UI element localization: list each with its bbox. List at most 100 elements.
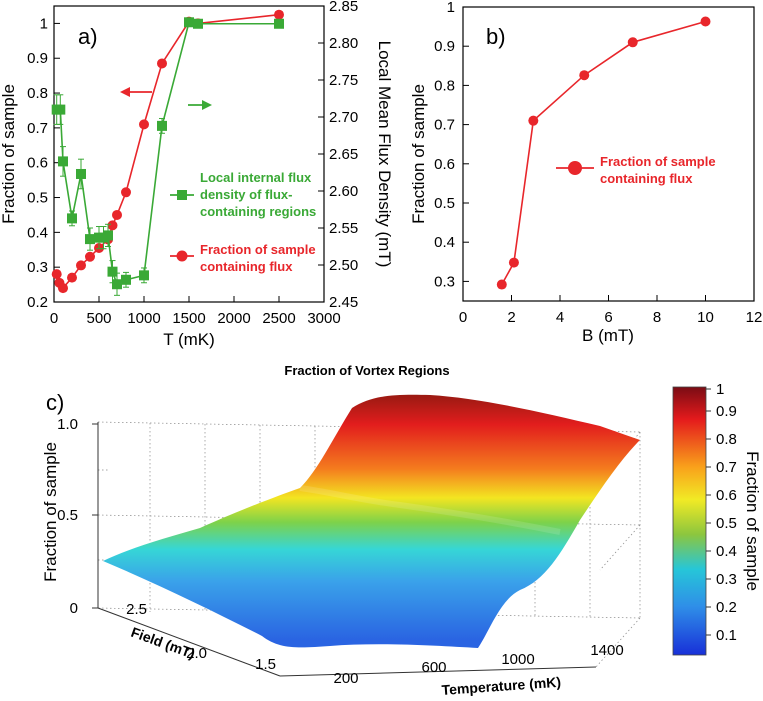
panel-b-y-ticks: 0.3 0.4 0.5 0.6 0.7 0.8 0.9 1	[434, 0, 469, 290]
y-left-tick-label: 0.5	[27, 190, 48, 207]
data-point-circle	[76, 260, 86, 271]
data-point-circle	[528, 115, 539, 126]
x-tick-label: 200	[333, 670, 358, 687]
data-point-circle	[112, 209, 122, 220]
panel-a-series	[51, 9, 284, 296]
panel-c-x-ticks: 200 600 1000 1400	[333, 642, 623, 687]
y-right-tick-label: 2.80	[329, 35, 358, 52]
x-tick-label: 8	[653, 309, 661, 326]
colorbar-tick-label: 0.1	[716, 627, 737, 644]
colorbar-tick-label: 0.2	[716, 599, 737, 616]
data-point-square	[139, 270, 149, 281]
panel-a-y-left-ticks: 0.2 0.3 0.4 0.5 0.6 0.7 0.8 0.9 1	[27, 15, 60, 311]
y-right-tick-label: 2.75	[329, 72, 358, 89]
data-point-square	[103, 230, 113, 241]
y-left-tick-label: 0.9	[27, 50, 48, 67]
data-point-circle	[51, 269, 62, 280]
legend-b-line1: Fraction of sample	[600, 154, 716, 169]
data-point-square	[55, 104, 66, 115]
panel-b-y-label: Fraction of sample	[409, 84, 428, 224]
data-point-square	[67, 213, 77, 224]
x-tick-label: 3000	[307, 310, 340, 327]
panel-c-label: c)	[46, 390, 64, 415]
panel-c-z-label: Fraction of sample	[41, 442, 60, 582]
z-tick-label: 0.5	[57, 507, 78, 524]
x-tick-label: 1400	[590, 642, 623, 659]
panel-c-x-label: Temperature (mK)	[441, 674, 561, 698]
colorbar-tick-label: 0.8	[716, 431, 737, 448]
data-point-circle	[700, 16, 711, 27]
x-tick-label: 10	[697, 309, 714, 326]
panel-a-label: a)	[78, 24, 98, 49]
panel-b-legend: Fraction of sample containing flux	[556, 154, 716, 186]
legend-fraction-line2: containing flux	[200, 259, 293, 274]
panel-a-y-left-label: Fraction of sample	[0, 84, 18, 224]
legend-b-line2: containing flux	[600, 171, 693, 186]
x-tick-label: 500	[86, 310, 111, 327]
y-left-tick-label: 0.7	[27, 120, 48, 137]
x-tick-label: 2000	[217, 310, 250, 327]
y-tick-label: 0.7	[434, 117, 455, 134]
y-right-tick-label: 2.60	[329, 183, 358, 200]
y-tick-label: 0.6	[434, 156, 455, 173]
colorbar-tick-label: 0.9	[716, 403, 737, 420]
y-right-tick-label: 2.50	[329, 257, 358, 274]
colorbar-ticks: 1 0.9 0.8 0.7 0.6 0.5 0.4 0.3 0.2 0.1	[706, 381, 737, 644]
data-point-circle	[67, 272, 77, 283]
y-left-tick-label: 1	[40, 15, 48, 32]
panel-a-x-ticks: 0 500 1000 1500 2000 2500 3000	[50, 296, 341, 327]
panel-c: Fraction of Vortex Regions c)	[41, 363, 762, 698]
y-left-tick-label: 0.3	[27, 259, 48, 276]
y-right-tick-label: 2.55	[329, 220, 358, 237]
legend-flux-density-line1: Local internal flux	[200, 170, 312, 185]
y-left-tick-label: 0.4	[27, 224, 48, 241]
panel-c-title: Fraction of Vortex Regions	[284, 363, 449, 378]
data-point-square	[193, 18, 203, 29]
x-tick-label: 600	[421, 659, 446, 676]
panel-c-y-label: Field (mT)	[129, 624, 197, 662]
panel-b-x-ticks: 0 2 4 6 8 10 12	[459, 295, 762, 326]
legend-flux-density-line2: density of flux-	[200, 187, 292, 202]
panel-a-x-label: T (mK)	[163, 330, 215, 349]
colorbar-tick-label: 0.5	[716, 515, 737, 532]
y-tick-label: 2.5	[126, 601, 147, 618]
data-point-circle	[157, 58, 167, 69]
x-tick-label: 1000	[501, 651, 534, 668]
data-point-circle	[508, 257, 519, 268]
data-point-circle	[496, 279, 507, 290]
panel-c-y-ticks: 1.5 2.0 2.5	[126, 601, 276, 673]
data-point-square	[274, 18, 284, 29]
panel-b-x-label: B (mT)	[582, 326, 634, 345]
data-point-square	[85, 234, 95, 245]
y-tick-label: 2.0	[186, 645, 207, 662]
colorbar-tick-label: 1	[716, 381, 724, 398]
y-tick-label: 1	[447, 0, 455, 16]
y-right-tick-label: 2.65	[329, 146, 358, 163]
colorbar-tick-label: 0.7	[716, 459, 737, 476]
y-tick-label: 0.9	[434, 38, 455, 55]
colorbar-gradient	[672, 386, 707, 656]
data-point-square	[58, 156, 68, 167]
data-point-square	[121, 274, 131, 285]
panel-a-legend: Local internal flux density of flux- con…	[170, 170, 316, 274]
panel-b: b) 0 2 4 6 8 10 12 0.3 0.4 0.5 0.6 0.7 0.8 0.9 1 B (m…	[409, 0, 762, 345]
x-tick-label: 0	[50, 310, 58, 327]
x-tick-label: 2500	[262, 310, 295, 327]
y-tick-label: 1.5	[255, 656, 276, 673]
y-left-tick-label: 0.2	[27, 294, 48, 311]
data-point-square	[157, 120, 167, 131]
data-point-circle	[58, 283, 68, 294]
panel-a-y-right-label: Local Mean Flux Density (mT)	[375, 41, 394, 268]
colorbar-tick-label: 0.6	[716, 487, 737, 504]
x-tick-label: 1000	[127, 310, 160, 327]
data-point-square	[76, 168, 86, 179]
y-right-tick-label: 2.85	[329, 0, 358, 15]
data-point-circle	[274, 9, 284, 20]
x-tick-label: 6	[604, 309, 612, 326]
x-tick-label: 4	[556, 309, 564, 326]
legend-square-marker	[177, 190, 187, 200]
legend-circle-marker	[568, 161, 582, 175]
data-point-circle	[627, 37, 638, 48]
legend-flux-density-line3: containing regions	[200, 204, 316, 219]
